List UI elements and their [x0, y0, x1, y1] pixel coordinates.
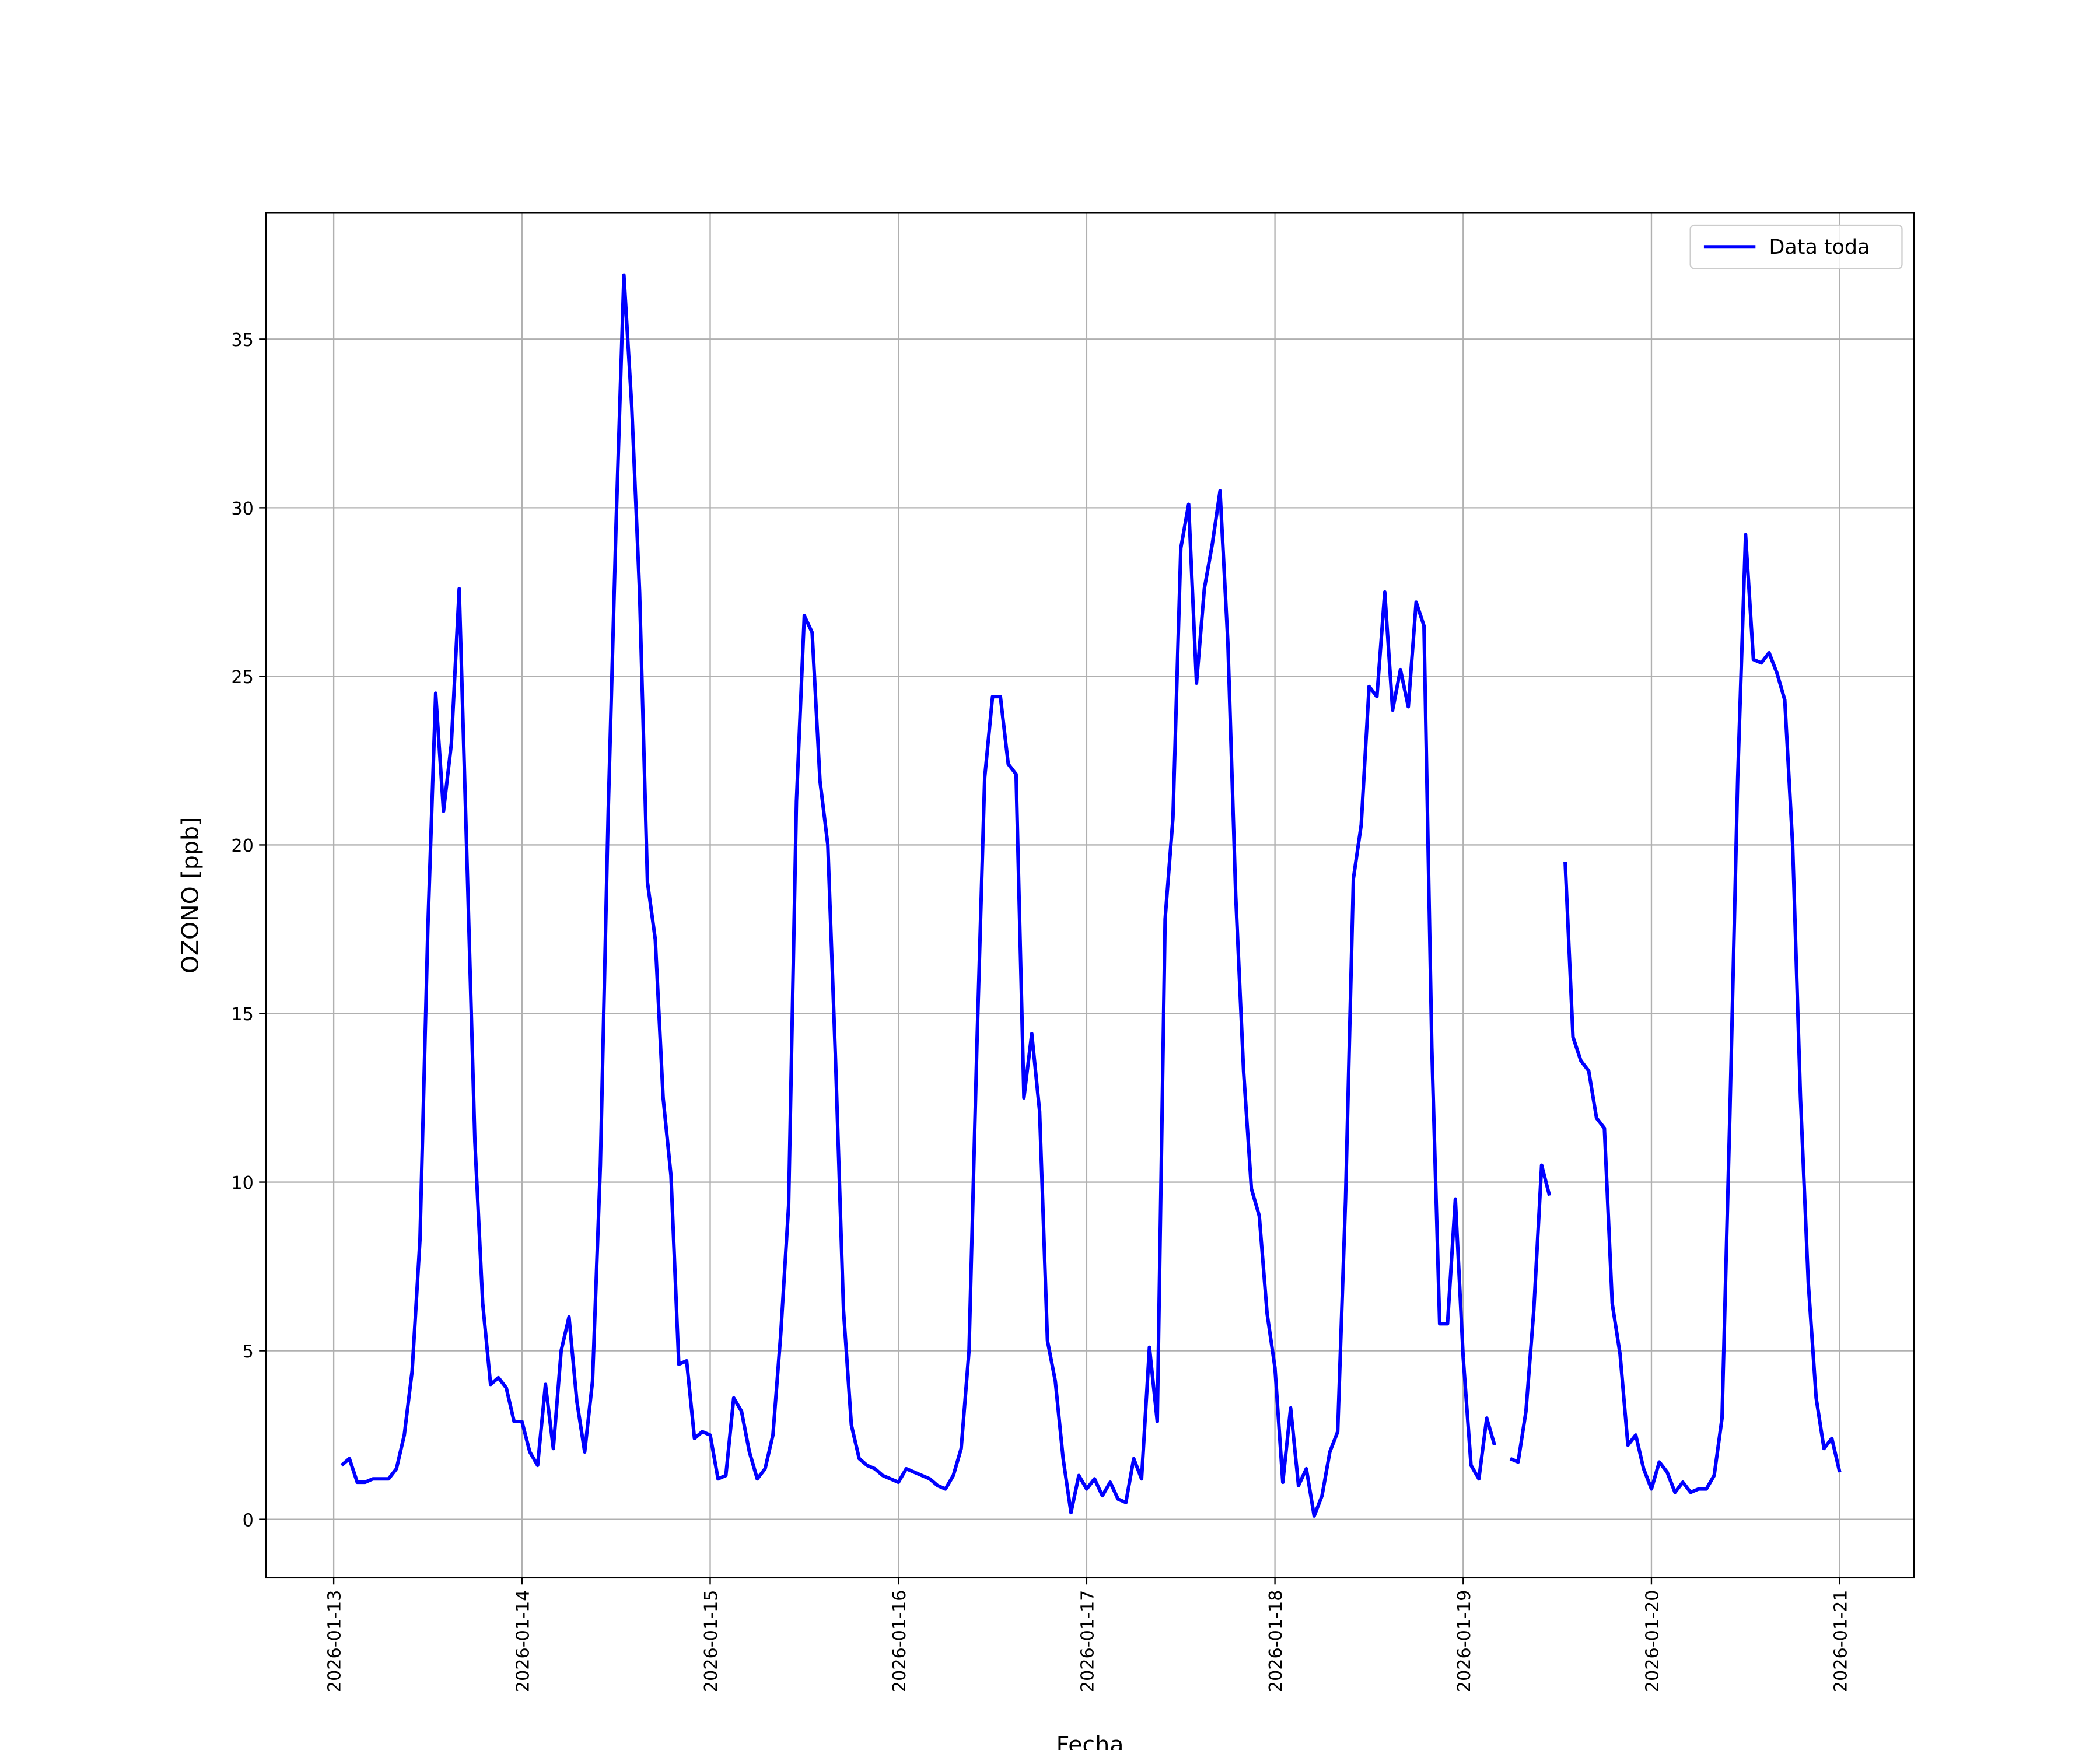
y-tick-label: 35: [231, 330, 253, 351]
x-tick-label: 2026-01-20: [1643, 1590, 1663, 1693]
x-tick-label: 2026-01-13: [325, 1590, 345, 1693]
x-axis-title: Fecha: [1056, 1732, 1124, 1750]
x-tick-label: 2026-01-14: [513, 1590, 533, 1693]
legend-box: [1689, 224, 1903, 270]
legend-label: Data toda: [1769, 236, 1870, 259]
y-axis-title: OZONO [ppb]: [177, 817, 204, 974]
y-tick-label: 15: [231, 1005, 253, 1025]
plot-frame: [265, 212, 1915, 1579]
y-tick-label: 30: [231, 499, 253, 519]
y-tick-label: 0: [243, 1510, 254, 1531]
data-line: [340, 273, 1842, 1518]
x-tick-label: 2026-01-19: [1454, 1590, 1475, 1693]
x-tick-label: 2026-01-17: [1078, 1590, 1098, 1693]
y-tick-label: 25: [231, 667, 253, 688]
x-tick-label: 2026-01-15: [701, 1590, 722, 1693]
y-tick-label: 20: [231, 836, 253, 856]
y-tick-label: 10: [231, 1173, 253, 1194]
x-tick-label: 2026-01-18: [1266, 1590, 1286, 1693]
x-tick-label: 2026-01-21: [1831, 1590, 1851, 1693]
y-tick-label: 5: [243, 1342, 254, 1362]
x-tick-label: 2026-01-16: [890, 1590, 910, 1693]
